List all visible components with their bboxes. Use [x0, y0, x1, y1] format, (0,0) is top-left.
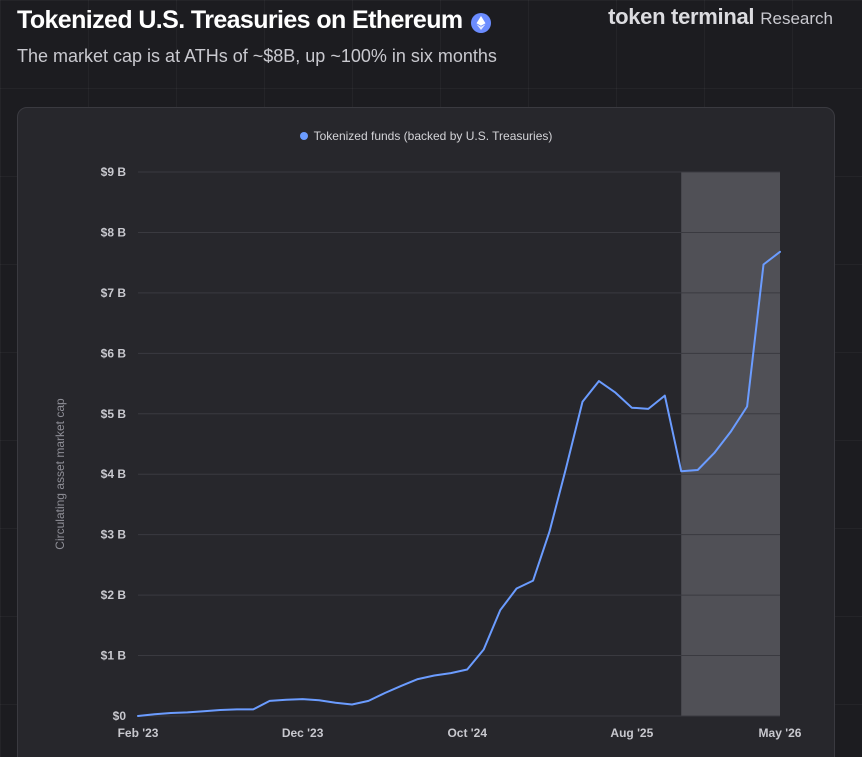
brand-suffix: Research	[760, 9, 833, 28]
y-tick-label: $3 B	[101, 528, 127, 542]
y-tick-label: $4 B	[101, 467, 127, 481]
y-tick-label: $7 B	[101, 286, 127, 300]
y-tick-label: $1 B	[101, 649, 127, 663]
x-tick-label: Oct '24	[447, 726, 487, 740]
chart-panel: Tokenized funds (backed by U.S. Treasuri…	[17, 107, 835, 757]
legend-label: Tokenized funds (backed by U.S. Treasuri…	[313, 129, 553, 143]
x-tick-label: Dec '23	[282, 726, 324, 740]
y-tick-label: $6 B	[101, 346, 127, 360]
brand-name: token terminal	[608, 4, 755, 29]
page-subtitle: The market cap is at ATHs of ~$8B, up ~1…	[17, 46, 497, 66]
y-tick-label: $8 B	[101, 225, 127, 239]
line-chart: $0 $1 B $2 B $3 B $4 B $5 B $6 B $7 B $8 B $9 B Fe…	[53, 165, 802, 740]
x-tick-label: Aug '25	[610, 726, 653, 740]
series-line	[137, 250, 781, 717]
legend-marker	[299, 132, 308, 140]
y-tick-label: $9 B	[101, 165, 127, 179]
ethereum-icon	[470, 11, 491, 33]
y-tick-label: $0	[113, 709, 127, 723]
y-axis-title: Circulating asset market cap	[53, 398, 67, 550]
page-title: Tokenized U.S. Treasuries on Ethereum	[17, 6, 491, 35]
y-tick-label: $2 B	[101, 588, 127, 602]
title-text: Tokenized U.S. Treasuries on Ethereum	[17, 6, 463, 34]
x-tick-label: Feb '23	[118, 726, 159, 740]
x-tick-label: May '26	[759, 726, 802, 740]
brand-logo: token terminal Research	[608, 4, 833, 30]
chart-legend: Tokenized funds (backed by U.S. Treasuri…	[18, 129, 834, 143]
y-tick-label: $5 B	[101, 407, 127, 421]
highlight-band	[681, 172, 780, 716]
